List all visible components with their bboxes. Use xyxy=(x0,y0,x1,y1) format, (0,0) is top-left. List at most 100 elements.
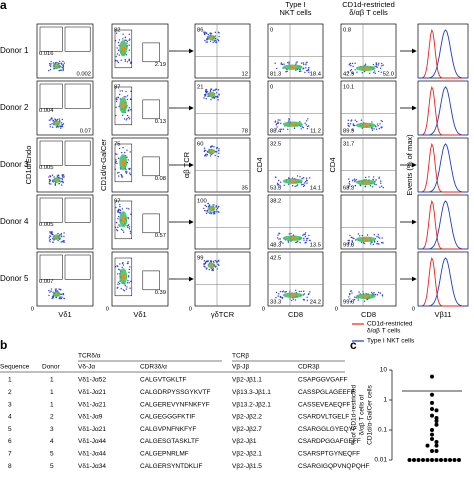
histogram xyxy=(418,199,468,250)
event-dot xyxy=(207,202,209,205)
event-dot xyxy=(349,292,351,295)
event-dot xyxy=(115,159,117,161)
density-peak xyxy=(54,292,59,296)
event-dot xyxy=(372,176,375,178)
gate-frequency: 33.3 xyxy=(270,300,281,306)
event-dot xyxy=(115,160,117,163)
event-dot xyxy=(48,289,50,292)
event-dot xyxy=(305,179,308,181)
table-cell: CALGEGGGFKTIF xyxy=(140,414,195,421)
event-dot xyxy=(124,36,127,38)
event-dot xyxy=(213,204,215,206)
table-cell: 2 xyxy=(8,389,12,396)
event-dot xyxy=(119,205,121,208)
event-dot xyxy=(287,183,290,186)
event-dot xyxy=(49,123,51,126)
event-dot xyxy=(121,176,123,178)
event-dot xyxy=(48,294,50,297)
event-dot xyxy=(204,93,206,96)
event-dot xyxy=(49,232,51,234)
event-dot xyxy=(291,177,294,179)
event-dot xyxy=(280,128,283,130)
event-dot xyxy=(353,298,356,301)
event-dot xyxy=(51,238,54,240)
event-dot xyxy=(205,268,208,270)
gate-frequency: 14.1 xyxy=(310,186,321,192)
event-dot xyxy=(62,69,64,72)
event-dot xyxy=(49,126,52,128)
event-dot xyxy=(287,128,289,131)
y-axis-label: Events (% of max) xyxy=(405,134,414,196)
event-dot xyxy=(298,290,301,293)
event-dot xyxy=(206,41,209,43)
table-cell: CSARDVLTGELF xyxy=(298,414,349,421)
data-point xyxy=(434,418,439,423)
event-dot xyxy=(349,70,352,72)
event-dot xyxy=(204,33,206,36)
event-dot xyxy=(288,120,290,122)
event-dot xyxy=(116,96,118,99)
event-dot xyxy=(217,155,220,158)
event-dot xyxy=(279,185,281,187)
event-dot xyxy=(213,146,215,148)
event-dot xyxy=(300,128,302,130)
event-dot xyxy=(377,124,379,127)
event-dot xyxy=(303,177,305,179)
event-dot xyxy=(374,293,377,296)
event-dot xyxy=(347,119,350,122)
gate xyxy=(114,143,133,183)
event-dot xyxy=(292,298,295,300)
event-dot xyxy=(372,243,375,246)
event-dot xyxy=(48,176,50,178)
gate-frequency: 0.004 xyxy=(39,108,54,114)
event-dot xyxy=(217,38,219,41)
event-dot xyxy=(215,260,218,262)
event-dot xyxy=(214,210,216,213)
event-dot xyxy=(348,180,351,183)
event-dot xyxy=(347,71,349,73)
table-cell: 1 xyxy=(50,377,54,384)
event-dot xyxy=(374,72,376,74)
event-dot xyxy=(378,128,381,130)
event-dot xyxy=(382,186,385,189)
table-cell: CASSPGLAGEEFF xyxy=(298,389,355,396)
event-dot xyxy=(215,204,217,207)
event-dot xyxy=(300,62,303,64)
event-dot xyxy=(60,297,63,300)
event-dot xyxy=(379,123,381,125)
plot-frame xyxy=(194,137,251,193)
table-cell: 3 xyxy=(8,401,12,408)
event-dot xyxy=(299,121,301,123)
event-dot xyxy=(205,149,207,152)
gate xyxy=(39,254,63,280)
data-point xyxy=(448,458,452,462)
event-dot xyxy=(123,290,126,292)
event-dot xyxy=(118,93,121,96)
event-dot xyxy=(129,232,132,234)
event-dot xyxy=(63,176,65,178)
event-dot xyxy=(62,64,65,66)
plot-frame xyxy=(417,137,469,193)
table-cell: CSAPGGVGAFF xyxy=(298,377,348,384)
event-dot xyxy=(59,60,61,63)
column-header: Vβ-Jβ xyxy=(232,364,249,371)
column-header: Type I xyxy=(285,0,305,9)
event-dot xyxy=(207,211,209,213)
event-dot xyxy=(306,182,308,184)
event-dot xyxy=(117,283,119,286)
event-dot xyxy=(374,70,376,72)
data-point xyxy=(430,448,434,453)
event-dot xyxy=(380,119,382,122)
data-point xyxy=(443,458,448,462)
event-dot xyxy=(376,294,379,296)
event-dot xyxy=(278,238,280,240)
event-dot xyxy=(382,64,384,66)
event-dot xyxy=(126,40,128,43)
gate-frequency: 82 xyxy=(114,28,120,34)
density-peak xyxy=(121,102,125,109)
event-dot xyxy=(50,63,52,65)
histogram xyxy=(418,256,468,307)
event-dot xyxy=(307,118,309,120)
event-dot xyxy=(63,241,65,244)
event-dot xyxy=(122,229,124,231)
